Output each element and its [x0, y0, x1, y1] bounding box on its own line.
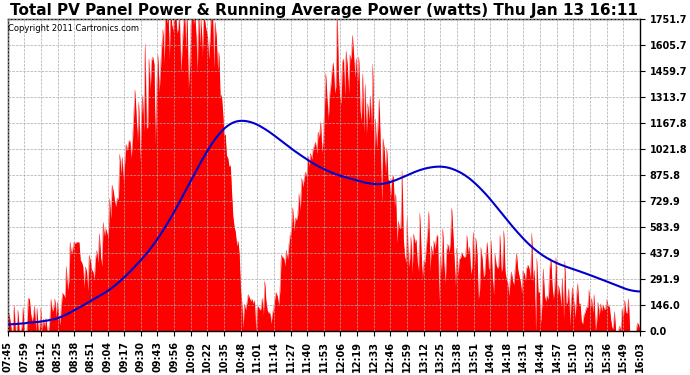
Title: Total PV Panel Power & Running Average Power (watts) Thu Jan 13 16:11: Total PV Panel Power & Running Average P… — [10, 3, 638, 18]
Text: Copyright 2011 Cartronics.com: Copyright 2011 Cartronics.com — [8, 24, 139, 33]
